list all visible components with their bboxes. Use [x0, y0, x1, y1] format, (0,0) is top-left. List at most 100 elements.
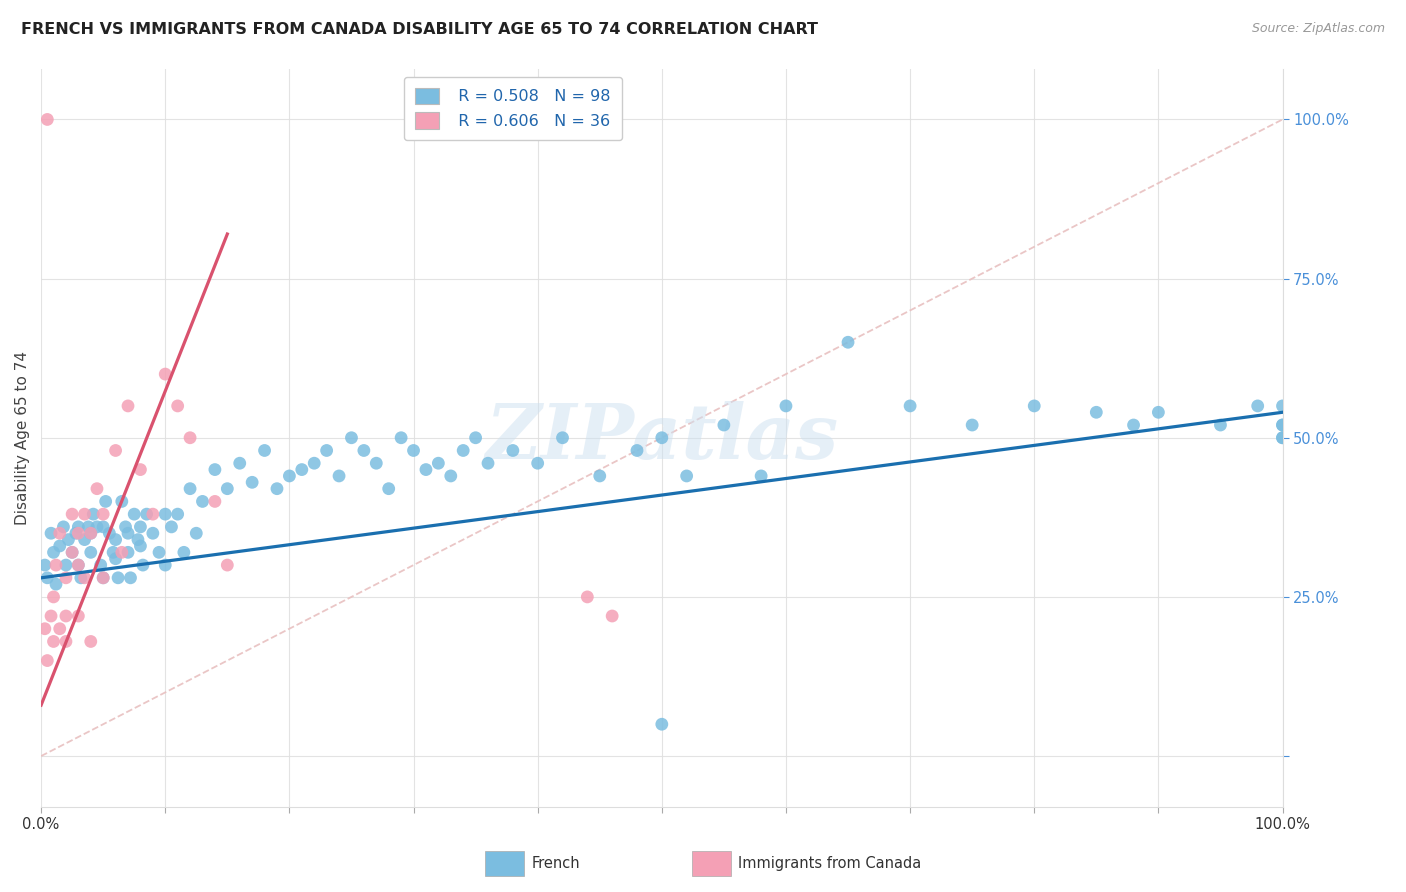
Point	[69, 571, 91, 585]
Point	[1271, 431, 1294, 445]
Point	[90, 558, 112, 572]
Point	[86, 520, 108, 534]
Point	[73, 507, 96, 521]
Point	[98, 526, 121, 541]
Point	[67, 609, 90, 624]
Point	[117, 399, 139, 413]
Point	[34, 622, 56, 636]
Point	[1271, 431, 1294, 445]
Point	[73, 571, 96, 585]
Point	[451, 443, 474, 458]
Point	[253, 443, 276, 458]
Point	[229, 456, 252, 470]
Point	[389, 431, 412, 445]
Point	[104, 443, 127, 458]
Point	[155, 367, 177, 381]
Point	[440, 469, 463, 483]
Point	[353, 443, 375, 458]
Point	[576, 590, 599, 604]
Point	[960, 417, 983, 432]
Point	[114, 520, 136, 534]
Point	[217, 482, 239, 496]
Point	[42, 545, 65, 559]
Point	[37, 654, 59, 668]
Point	[82, 507, 104, 521]
Point	[37, 571, 59, 585]
Point	[55, 558, 77, 572]
Point	[148, 545, 170, 559]
Point	[749, 469, 772, 483]
Point	[166, 399, 188, 413]
Text: ZIPatlas: ZIPatlas	[485, 401, 838, 475]
Point	[80, 526, 103, 541]
Point	[179, 482, 201, 496]
Point	[415, 462, 437, 476]
Point	[713, 417, 735, 432]
Point	[1271, 417, 1294, 432]
Point	[1147, 405, 1170, 419]
Point	[166, 507, 188, 521]
Point	[204, 494, 226, 508]
Point	[315, 443, 337, 458]
Point	[48, 622, 70, 636]
Point	[1024, 399, 1046, 413]
Point	[45, 558, 67, 572]
Text: French: French	[531, 856, 581, 871]
Point	[651, 431, 673, 445]
Point	[104, 533, 127, 547]
Point	[775, 399, 797, 413]
Point	[60, 545, 83, 559]
Point	[1271, 417, 1294, 432]
Point	[402, 443, 425, 458]
Point	[1085, 405, 1108, 419]
Point	[651, 717, 673, 731]
Point	[155, 558, 177, 572]
Point	[67, 520, 90, 534]
Point	[67, 558, 90, 572]
Text: Immigrants from Canada: Immigrants from Canada	[738, 856, 921, 871]
Point	[48, 526, 70, 541]
Point	[477, 456, 499, 470]
Point	[58, 533, 80, 547]
Point	[67, 558, 90, 572]
Point	[626, 443, 648, 458]
Point	[186, 526, 208, 541]
Point	[77, 520, 100, 534]
Point	[135, 507, 157, 521]
Point	[117, 545, 139, 559]
Point	[86, 482, 108, 496]
Point	[111, 494, 134, 508]
Point	[91, 571, 114, 585]
Point	[91, 520, 114, 534]
Point	[142, 507, 165, 521]
Point	[240, 475, 263, 490]
Point	[34, 558, 56, 572]
Point	[600, 609, 623, 624]
Point	[65, 526, 87, 541]
Point	[366, 456, 388, 470]
Text: Source: ZipAtlas.com: Source: ZipAtlas.com	[1251, 22, 1385, 36]
Point	[179, 431, 201, 445]
Point	[101, 545, 124, 559]
Legend:   R = 0.508   N = 98,   R = 0.606   N = 36: R = 0.508 N = 98, R = 0.606 N = 36	[404, 77, 621, 140]
Point	[55, 571, 77, 585]
Point	[173, 545, 195, 559]
Point	[191, 494, 214, 508]
Point	[427, 456, 450, 470]
Point	[1209, 417, 1232, 432]
Point	[204, 462, 226, 476]
Point	[129, 462, 152, 476]
Point	[155, 507, 177, 521]
Point	[1122, 417, 1144, 432]
Point	[589, 469, 612, 483]
Point	[120, 571, 142, 585]
Point	[91, 507, 114, 521]
Point	[37, 112, 59, 127]
Point	[80, 526, 103, 541]
Point	[111, 545, 134, 559]
Point	[117, 526, 139, 541]
Point	[291, 462, 314, 476]
Point	[266, 482, 288, 496]
Point	[67, 526, 90, 541]
Point	[377, 482, 399, 496]
